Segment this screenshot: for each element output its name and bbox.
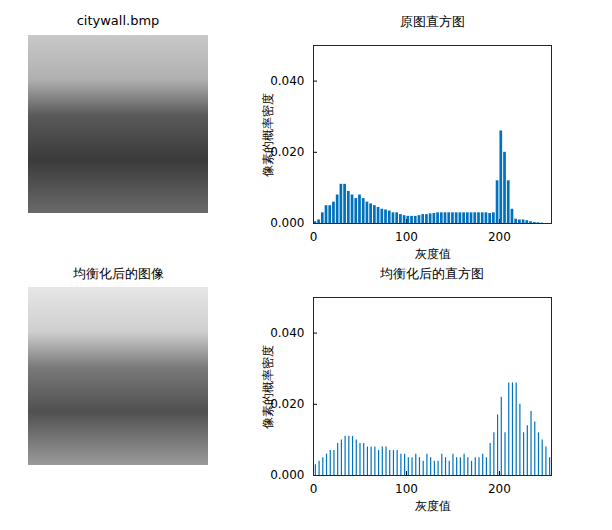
- svg-text:0: 0: [310, 482, 318, 496]
- svg-text:200: 200: [488, 230, 511, 244]
- svg-text:0.040: 0.040: [270, 74, 304, 88]
- html-text:原图直方图: 原图直方图: [399, 14, 465, 29]
- svg-text:0.020: 0.020: [270, 397, 304, 411]
- svg-text:100: 100: [395, 482, 418, 496]
- svg-text:0.040: 0.040: [270, 326, 304, 340]
- svg-text:0.000: 0.000: [270, 468, 304, 482]
- svg-text:100: 100: [395, 230, 418, 244]
- html-text:均衡化后的图像: 均衡化后的图像: [72, 266, 164, 281]
- svg-text:灰度值: 灰度值: [415, 247, 451, 261]
- svg-text:0.000: 0.000: [270, 216, 304, 230]
- svg-text:200: 200: [488, 482, 511, 496]
- svg-text:灰度值: 灰度值: [415, 499, 451, 513]
- svg-text:像素的概率密度: 像素的概率密度: [261, 93, 275, 177]
- svg-text:0.020: 0.020: [270, 145, 304, 159]
- html-text:citywall.bmp: citywall.bmp: [76, 13, 160, 28]
- html-text:均衡化后的直方图: 均衡化后的直方图: [380, 266, 484, 281]
- svg-text:0: 0: [310, 230, 318, 244]
- svg-text:像素的概率密度: 像素的概率密度: [261, 345, 275, 429]
